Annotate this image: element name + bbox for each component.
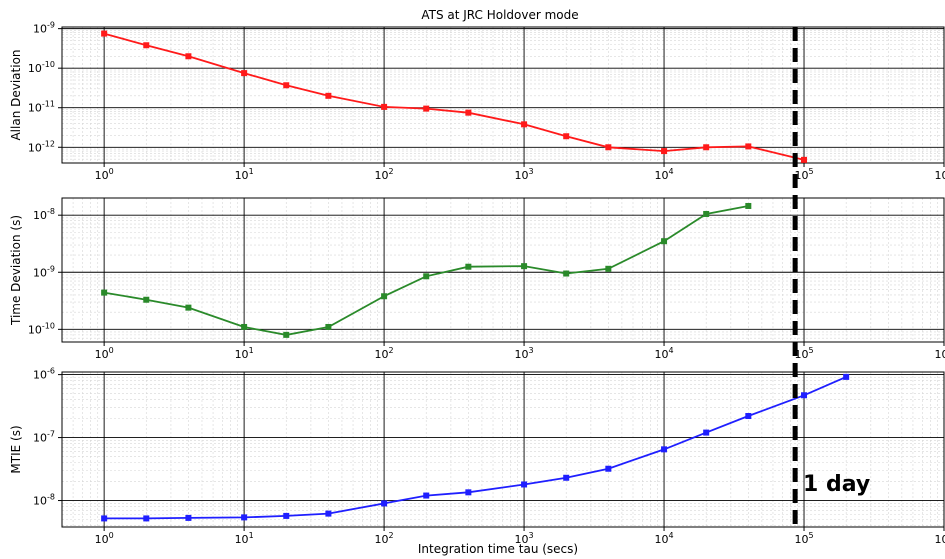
y-axis-label: MTIE (s) — [9, 425, 23, 473]
panel-2: 100 101 102 103 104 105 106 10-10 10-9 10-8 Time D… — [9, 197, 945, 361]
data-point — [521, 481, 528, 488]
data-point — [325, 510, 332, 517]
y-tick-label: 10-9 — [33, 264, 55, 279]
figure-title: ATS at JRC Holdover mode — [421, 8, 578, 22]
x-axis-label: Integration time tau (secs) — [418, 542, 578, 556]
data-point — [325, 323, 332, 330]
data-point — [143, 42, 150, 49]
x-tick-label: 106 — [934, 531, 945, 546]
data-point — [521, 121, 528, 128]
series-line — [104, 376, 847, 520]
x-tick-label: 104 — [654, 346, 673, 361]
x-tick-label: 100 — [95, 346, 114, 361]
data-point — [283, 82, 290, 89]
y-tick-label: 10-10 — [28, 321, 55, 336]
x-tick-label: 106 — [934, 167, 945, 182]
data-point — [521, 263, 528, 270]
data-point — [563, 270, 570, 277]
x-tick-label: 104 — [654, 167, 673, 182]
series-line — [103, 32, 805, 161]
data-point — [661, 148, 668, 155]
panel-3: 100 101 102 103 104 105 106 10-8 10-7 10-6 MTIE (s… — [9, 367, 945, 546]
data-point — [801, 392, 808, 399]
data-point — [465, 263, 472, 270]
data-point — [465, 489, 472, 496]
plot-frame — [61, 371, 945, 528]
data-point — [381, 500, 388, 507]
x-tick-label: 104 — [654, 531, 673, 546]
x-tick-label: 100 — [95, 531, 114, 546]
data-point — [381, 293, 388, 300]
y-tick-label: 10-9 — [33, 21, 55, 36]
data-point — [661, 446, 668, 453]
data-point — [101, 515, 108, 522]
data-point — [661, 238, 668, 245]
panels: 100 101 102 103 104 105 106 10-12 10-11 10-10 10-9… — [9, 21, 945, 546]
y-axis-label: Allan Deviation — [9, 49, 23, 140]
y-tick-label: 10-6 — [33, 367, 55, 382]
y-tick-label: 10-10 — [28, 60, 55, 75]
data-point — [101, 289, 108, 296]
data-point — [241, 323, 248, 330]
data-point — [843, 373, 850, 380]
x-tick-label: 103 — [515, 531, 534, 546]
data-point — [283, 331, 290, 338]
x-tick-label: 105 — [794, 531, 813, 546]
x-tick-label: 106 — [934, 346, 945, 361]
y-tick-label: 10-11 — [28, 100, 55, 115]
one-day-annotation: 1 day — [803, 472, 870, 497]
data-point — [605, 144, 612, 151]
x-tick-label: 103 — [515, 346, 534, 361]
data-point — [563, 474, 570, 481]
data-point — [185, 53, 192, 60]
data-point — [745, 413, 752, 420]
data-point — [605, 465, 612, 472]
y-tick-label: 10-7 — [33, 430, 55, 445]
data-point — [563, 133, 570, 140]
y-tick-label: 10-8 — [33, 493, 55, 508]
plot-frame — [61, 26, 945, 164]
data-point — [801, 156, 808, 163]
data-point — [283, 512, 290, 519]
x-tick-label: 101 — [235, 167, 254, 182]
x-tick-label: 102 — [375, 346, 394, 361]
data-point — [703, 144, 710, 151]
data-point — [465, 109, 472, 116]
data-point — [325, 92, 332, 99]
y-tick-label: 10-12 — [28, 139, 55, 154]
x-tick-label: 102 — [375, 167, 394, 182]
data-point — [605, 265, 612, 272]
data-point — [703, 429, 710, 436]
x-tick-label: 101 — [235, 531, 254, 546]
data-point — [703, 210, 710, 217]
x-tick-label: 103 — [515, 167, 534, 182]
x-tick-label: 102 — [375, 531, 394, 546]
data-point — [241, 514, 248, 521]
plot-frame — [61, 197, 945, 343]
y-tick-label: 10-8 — [33, 207, 55, 222]
y-axis-label: Time Deviation (s) — [9, 215, 23, 326]
data-point — [143, 515, 150, 522]
data-point — [185, 514, 192, 521]
x-tick-label: 105 — [794, 346, 813, 361]
x-tick-label: 101 — [235, 346, 254, 361]
data-point — [423, 273, 430, 280]
x-tick-label: 105 — [794, 167, 813, 182]
data-point — [745, 202, 752, 209]
data-point — [143, 296, 150, 303]
data-point — [241, 70, 248, 77]
data-point — [381, 103, 388, 110]
data-point — [423, 492, 430, 499]
data-point — [101, 30, 108, 37]
data-point — [185, 304, 192, 311]
x-tick-label: 100 — [95, 167, 114, 182]
data-point — [745, 143, 752, 150]
data-point — [423, 105, 430, 112]
panel-1: 100 101 102 103 104 105 106 10-12 10-11 10-10 10-9… — [9, 21, 945, 182]
